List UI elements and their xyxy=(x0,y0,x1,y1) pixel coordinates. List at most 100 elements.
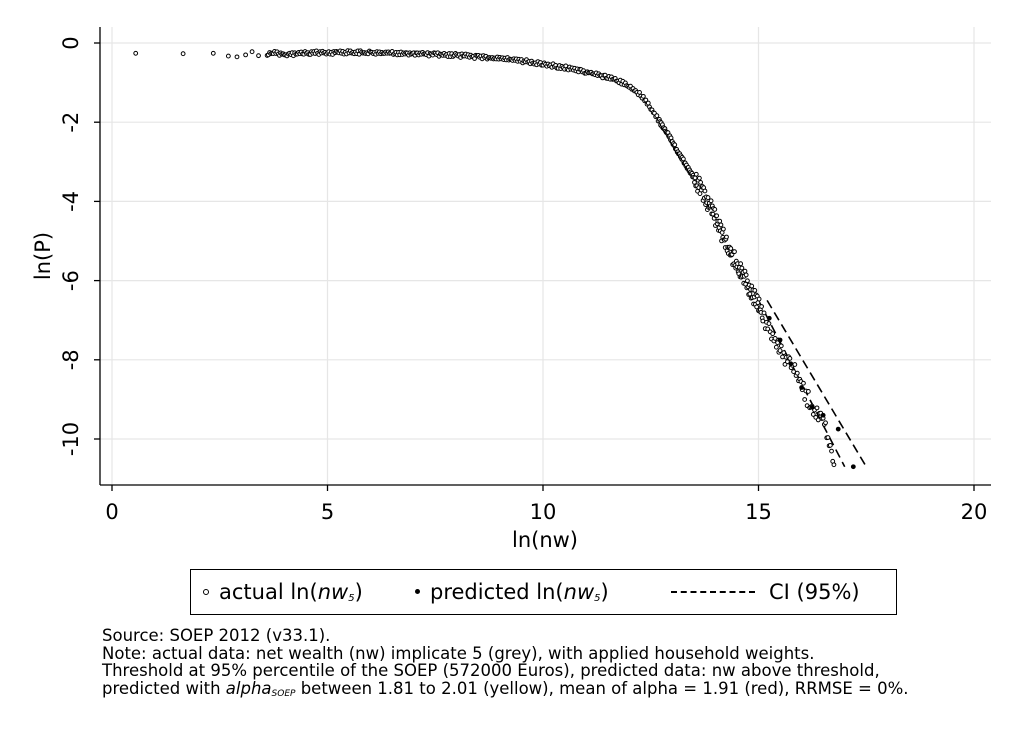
actual-point xyxy=(256,53,261,59)
x-tick-label: 20 xyxy=(961,500,988,524)
actual-point xyxy=(180,51,186,57)
actual-point xyxy=(672,142,678,148)
actual-point xyxy=(714,213,720,219)
actual-point xyxy=(766,321,772,326)
actual-point xyxy=(243,52,249,58)
actual-point xyxy=(645,100,651,106)
predicted-point xyxy=(799,385,804,390)
actual-point xyxy=(805,389,811,394)
actual-point xyxy=(637,89,642,95)
actual-point xyxy=(770,331,776,337)
y-tick-label: 0 xyxy=(59,36,83,49)
actual-point xyxy=(747,291,753,297)
actual-point xyxy=(721,226,726,232)
y-tick-label: -4 xyxy=(59,191,83,212)
chart-notes: Source: SOEP 2012 (v33.1). Note: actual … xyxy=(102,627,909,703)
actual-point xyxy=(823,420,828,426)
actual-point xyxy=(754,304,760,310)
ci-line xyxy=(757,300,846,468)
actual-point xyxy=(787,356,793,361)
x-tick-label: 5 xyxy=(321,500,334,524)
actual-point xyxy=(718,222,724,228)
actual-point xyxy=(728,246,734,251)
actual-point xyxy=(825,435,831,440)
actual-points xyxy=(133,48,837,468)
actual-point xyxy=(777,348,783,353)
y-tick-label: -8 xyxy=(59,349,83,370)
legend: actual ln(nw5) predicted ln(nw5) CI (95%… xyxy=(190,569,897,615)
actual-point xyxy=(785,359,790,365)
gridlines xyxy=(100,27,991,485)
actual-point xyxy=(654,113,660,119)
predicted-point xyxy=(820,412,826,418)
actual-point xyxy=(759,304,764,309)
note-line-3: predicted with alphaSOEP between 1.81 to… xyxy=(102,678,909,699)
actual-point xyxy=(698,179,704,185)
actual-point xyxy=(765,326,771,332)
y-tick-label: -2 xyxy=(59,112,83,133)
predicted-point xyxy=(777,337,783,343)
x-axis-ticks: 0 5 10 15 20 xyxy=(105,485,987,524)
ci-lines xyxy=(757,299,867,468)
actual-point xyxy=(742,268,748,274)
actual-point xyxy=(827,442,833,448)
actual-point xyxy=(792,362,798,367)
actual-point xyxy=(696,175,702,181)
actual-point xyxy=(640,93,646,99)
x-tick-label: 10 xyxy=(530,500,557,524)
y-axis-ticks: 0 -2 -4 -6 -8 -10 xyxy=(59,36,100,456)
predicted-point xyxy=(835,426,841,432)
actual-point xyxy=(724,234,729,240)
actual-point xyxy=(752,288,758,293)
legend-item-predicted: predicted ln(nw5) xyxy=(415,570,609,613)
actual-point xyxy=(708,198,714,204)
ci-line xyxy=(766,299,867,468)
actual-point xyxy=(702,188,708,194)
predicted-point xyxy=(766,315,772,321)
actual-point xyxy=(745,278,750,284)
actual-point xyxy=(234,54,240,60)
actual-point xyxy=(749,283,755,289)
actual-point xyxy=(810,412,816,417)
plot-background xyxy=(100,27,991,485)
actual-point xyxy=(712,207,718,212)
actual-point xyxy=(794,370,800,376)
actual-point xyxy=(756,296,762,302)
dashed-line-icon xyxy=(671,590,755,593)
actual-point xyxy=(829,448,834,454)
actual-point xyxy=(778,343,784,349)
actual-point xyxy=(732,249,737,255)
legend-actual-label: actual ln(nw5) xyxy=(219,579,363,604)
actual-point xyxy=(772,335,778,341)
legend-ci-label: CI (95%) xyxy=(769,579,860,604)
actual-point xyxy=(831,462,837,468)
actual-point xyxy=(773,344,779,350)
actual-point xyxy=(738,261,744,267)
actual-point xyxy=(814,405,820,411)
axes xyxy=(99,27,991,486)
actual-point xyxy=(801,380,806,386)
y-tick-label: -10 xyxy=(59,422,83,456)
actual-point xyxy=(643,97,649,103)
actual-point xyxy=(249,49,255,55)
actual-point xyxy=(133,50,139,56)
legend-item-ci: CI (95%) xyxy=(671,570,860,613)
actual-point xyxy=(705,195,711,200)
legend-predicted-label: predicted ln(nw5) xyxy=(430,579,609,604)
source-note: Source: SOEP 2012 (v33.1). xyxy=(102,626,331,645)
x-tick-label: 15 xyxy=(745,500,772,524)
actual-point xyxy=(717,218,723,224)
actual-point xyxy=(693,171,699,177)
predicted-points xyxy=(766,315,856,470)
actual-point xyxy=(761,310,767,316)
actual-point xyxy=(743,272,749,278)
actual-point xyxy=(210,50,216,56)
y-tick-label: -6 xyxy=(59,270,83,291)
actual-point xyxy=(225,53,231,59)
hollow-circle-icon xyxy=(203,588,209,595)
actual-point xyxy=(680,156,686,162)
predicted-point xyxy=(809,404,815,410)
note-line-2: Threshold at 95% percentile of the SOEP … xyxy=(102,661,880,680)
y-axis-label: ln(P) xyxy=(31,232,55,280)
